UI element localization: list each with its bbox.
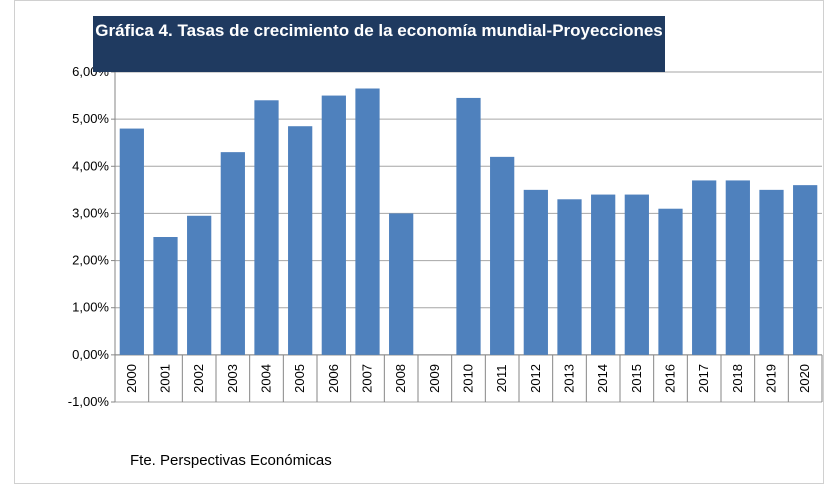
bar	[153, 237, 178, 355]
y-tick-label: 1,00%	[72, 300, 109, 315]
x-tick-label: 2010	[461, 364, 476, 393]
bar	[288, 126, 313, 355]
y-tick-label: -1,00%	[68, 394, 110, 409]
x-tick-label: 2017	[696, 364, 711, 393]
x-tick-label: 2008	[393, 364, 408, 393]
y-tick-label: 3,00%	[72, 205, 109, 220]
x-tick-label: 2014	[595, 364, 610, 393]
bar	[759, 189, 784, 355]
x-tick-label: 2000	[124, 364, 139, 393]
x-tick-label: 2001	[158, 364, 173, 393]
bar	[557, 199, 582, 355]
x-tick-label: 2005	[292, 364, 307, 393]
bar	[321, 95, 346, 355]
x-tick-label: 2004	[259, 364, 274, 393]
bar	[456, 97, 481, 355]
chart-border	[14, 0, 824, 484]
bar	[793, 185, 818, 355]
bar	[490, 156, 515, 355]
bar	[658, 208, 683, 355]
bar	[624, 194, 649, 355]
bar	[591, 194, 616, 355]
x-tick-label: 2002	[191, 364, 206, 393]
bar	[725, 180, 750, 355]
bar	[389, 213, 414, 355]
x-tick-label: 2013	[562, 364, 577, 393]
x-tick-label: 2003	[225, 364, 240, 393]
x-tick-label: 2012	[528, 364, 543, 393]
bar	[220, 152, 245, 355]
x-tick-label: 2018	[730, 364, 745, 393]
bar	[355, 88, 380, 355]
x-tick-label: 2011	[494, 364, 509, 392]
x-tick-label: 2009	[427, 364, 442, 393]
y-tick-label: 5,00%	[72, 111, 109, 126]
chart-title: Gráfica 4. Tasas de crecimiento de la ec…	[93, 16, 665, 72]
x-tick-label: 2020	[797, 364, 812, 393]
bar	[119, 128, 144, 355]
bar	[692, 180, 717, 355]
bar	[523, 189, 548, 355]
y-tick-label: 4,00%	[72, 158, 109, 173]
x-tick-label: 2019	[764, 364, 779, 393]
source-note: Fte. Perspectivas Económicas	[130, 452, 332, 469]
x-tick-label: 2015	[629, 364, 644, 393]
x-tick-label: 2016	[663, 364, 678, 393]
y-tick-label: 0,00%	[72, 347, 109, 362]
x-tick-label: 2007	[360, 364, 375, 393]
x-tick-label: 2006	[326, 364, 341, 393]
y-tick-label: 2,00%	[72, 253, 109, 268]
bar	[187, 215, 212, 355]
bar	[254, 100, 279, 355]
